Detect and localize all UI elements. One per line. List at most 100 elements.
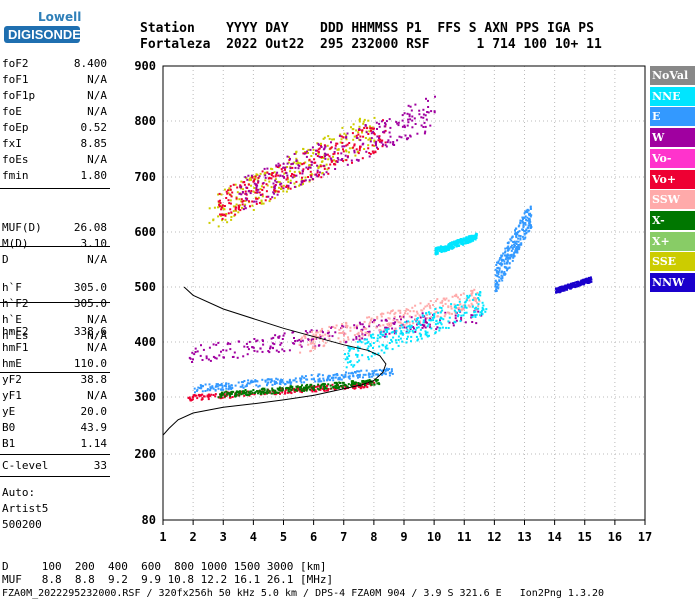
echo-dot [238, 393, 241, 396]
echo-dot [225, 394, 228, 397]
echo-dot [396, 319, 398, 322]
echo-dot [242, 392, 245, 395]
echo-dot [230, 195, 233, 198]
echo-dot [389, 372, 392, 374]
echo-dot [311, 161, 314, 164]
echo-dot [528, 224, 530, 227]
echo-dot [272, 347, 274, 350]
echo-dot [385, 120, 388, 123]
echo-dot [229, 395, 232, 398]
echo-dot [416, 339, 419, 342]
echo-dot [194, 394, 197, 397]
echo-dot [323, 157, 325, 159]
echo-dot [220, 193, 223, 196]
param-key: foE [2, 105, 22, 118]
echo-dot [520, 243, 523, 246]
echo-dot [240, 390, 243, 393]
echo-dot [471, 304, 474, 307]
echo-dot [386, 311, 389, 314]
echo-dot [282, 184, 285, 187]
echo-dot [257, 390, 260, 393]
echo-dot [361, 334, 364, 337]
echo-dot [473, 299, 476, 302]
echo-dot [372, 127, 375, 130]
echo-dot [285, 178, 288, 181]
echo-dot [479, 291, 482, 293]
echo-dot [447, 247, 450, 250]
echo-dot [399, 312, 402, 314]
echo-dot [225, 387, 228, 390]
echo-dot [373, 370, 376, 373]
echo-dot [477, 297, 480, 299]
echo-dot [508, 262, 511, 265]
echo-dot [332, 374, 335, 377]
echo-dot [371, 381, 374, 384]
param-key: yE [2, 405, 16, 418]
echo-dot [238, 192, 241, 195]
echo-dot [378, 135, 381, 138]
echo-dot [375, 121, 378, 124]
echo-dot [312, 333, 315, 336]
echo-dot [393, 332, 396, 335]
echo-dot [214, 393, 217, 396]
param-value: N/A [87, 341, 107, 354]
echo-dot [275, 391, 278, 394]
echo-dot [299, 390, 302, 393]
param-value: 8.85 [80, 137, 108, 150]
echo-dot [310, 378, 313, 381]
echo-dot [306, 383, 309, 386]
echo-dot [358, 120, 361, 123]
echo-dot [459, 303, 462, 306]
echo-dot [207, 396, 210, 399]
echo-dot [429, 300, 432, 302]
echo-dot [303, 389, 305, 392]
echo-dot [293, 379, 296, 382]
echo-dot [471, 321, 474, 323]
echo-dot [308, 179, 311, 182]
echo-dot [382, 143, 384, 146]
param-value: 305.0 [73, 281, 107, 294]
echo-dot [251, 391, 254, 394]
echo-dot [529, 206, 532, 209]
echo-dot [323, 337, 326, 340]
echo-dot [417, 322, 420, 325]
echo-dot [219, 393, 222, 396]
echo-dot [484, 310, 487, 313]
echo-dot [528, 219, 531, 222]
echo-dot [218, 384, 221, 387]
echo-dot [324, 157, 327, 160]
echo-dot [364, 137, 367, 139]
echo-dot [252, 180, 255, 183]
echo-dot [314, 389, 317, 392]
echo-dot [444, 313, 447, 316]
echo-dot [510, 255, 513, 258]
echo-dot [197, 386, 200, 389]
echo-dot [266, 384, 268, 387]
echo-dot [408, 325, 411, 328]
echo-dot [247, 190, 250, 193]
param-key: hmE [2, 357, 22, 370]
echo-dot [419, 335, 422, 338]
echo-dot [249, 390, 252, 393]
echo-dot [439, 250, 441, 253]
echo-dot [266, 167, 269, 170]
echo-dot [298, 170, 301, 173]
echo-dot [217, 200, 220, 203]
echo-dot [285, 184, 288, 187]
echo-dot [439, 321, 442, 324]
echo-dot [346, 361, 349, 364]
echo-dot [377, 334, 380, 337]
echo-dot [253, 182, 256, 185]
echo-dot [447, 320, 450, 323]
echo-dot [302, 147, 305, 150]
echo-dot [289, 390, 292, 393]
echo-dot [528, 222, 531, 225]
echo-dot [380, 141, 383, 144]
echo-dot [292, 173, 295, 176]
echo-dot [529, 224, 532, 227]
echo-dot [334, 144, 337, 147]
echo-dot [384, 129, 387, 132]
echo-dot [459, 241, 462, 244]
echo-dot [278, 181, 281, 184]
echo-dot [295, 157, 298, 160]
